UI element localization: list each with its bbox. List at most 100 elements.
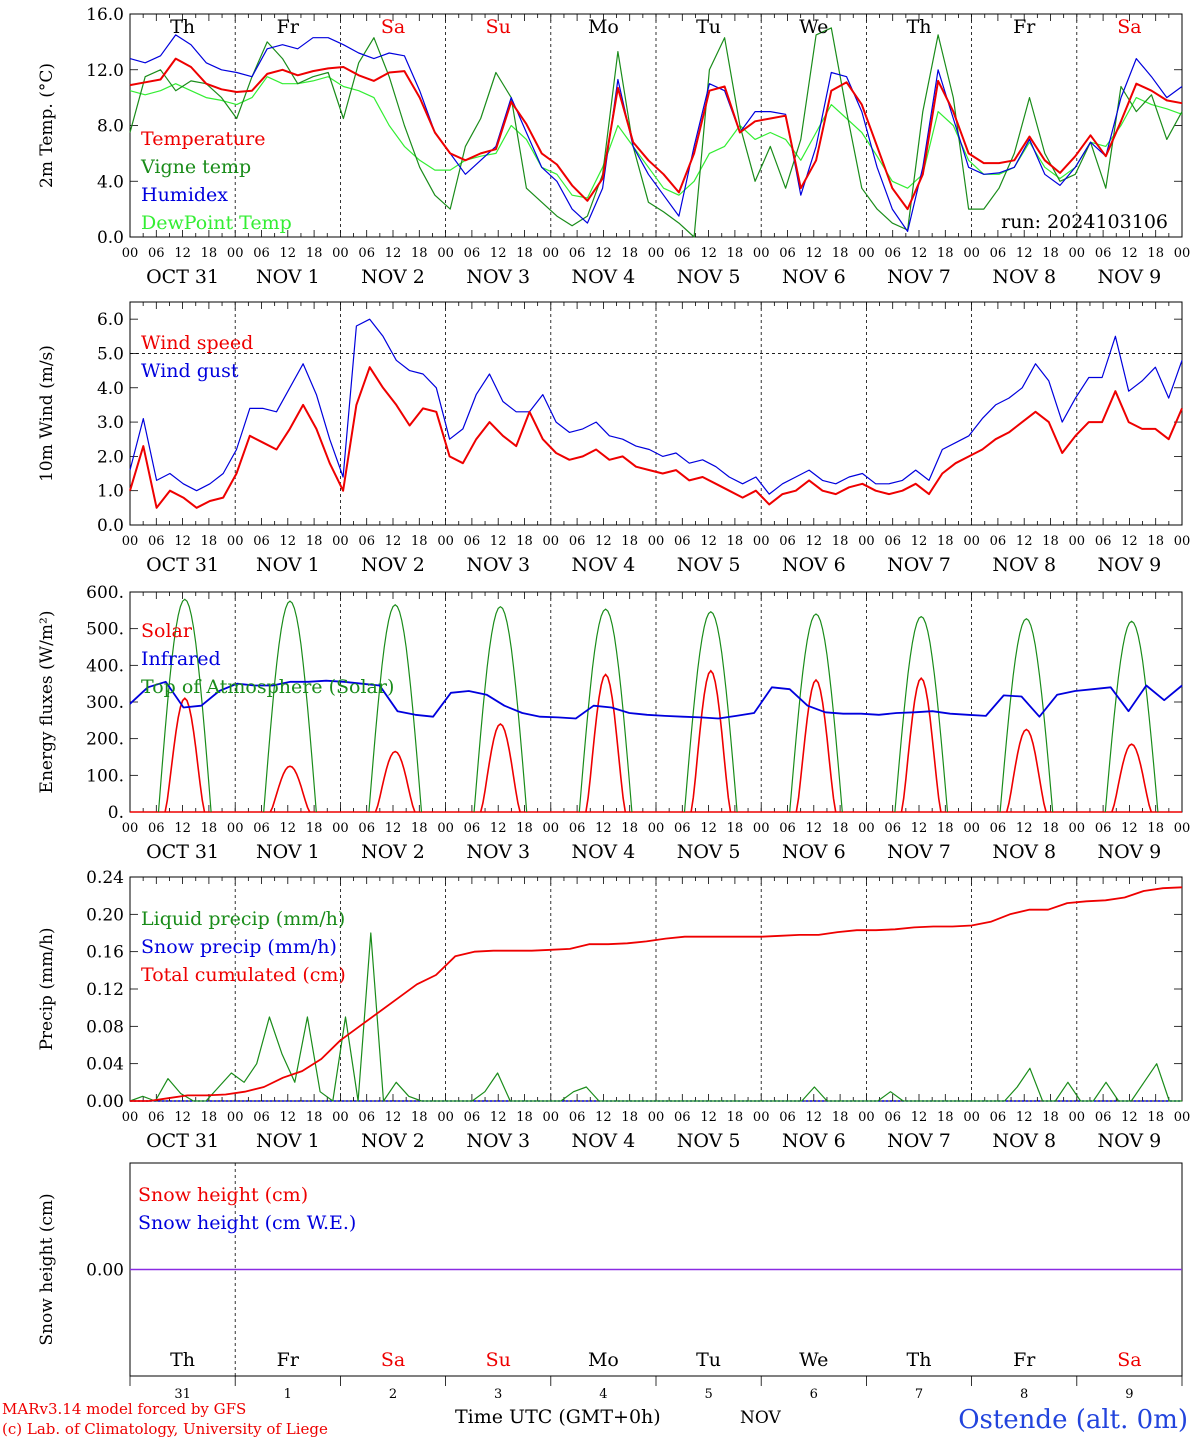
hour-label: 06 (1095, 534, 1112, 549)
hour-label: 06 (464, 534, 481, 549)
hour-label: 00 (1174, 534, 1191, 549)
legend-entry: Top of Atmosphere (Solar) (141, 676, 394, 698)
hour-label: 12 (1121, 246, 1138, 261)
date-label: NOV 8 (992, 841, 1056, 863)
hour-label: 00 (543, 821, 560, 836)
hour-label: 18 (411, 821, 428, 836)
hour-label: 12 (490, 821, 507, 836)
hour-label: 00 (858, 821, 875, 836)
date-label: OCT 31 (146, 841, 219, 863)
hour-label: 00 (437, 1110, 454, 1125)
bottom-day-number: 31 (174, 1387, 191, 1402)
plot-frame (129, 301, 1183, 526)
day-name: Tu (696, 16, 721, 38)
legend-entry: Liquid precip (mm/h) (141, 908, 345, 930)
hour-label: 18 (306, 1110, 323, 1125)
hour-label: 18 (832, 246, 849, 261)
date-label: NOV 2 (361, 841, 425, 863)
series-total-cumulated (130, 886, 1183, 1102)
bottom-day-number: 2 (389, 1387, 397, 1402)
series-wind-speed (129, 366, 1183, 509)
hour-label: 12 (806, 246, 823, 261)
hour-label: 06 (253, 1110, 270, 1125)
y-tick-label: 4.0 (97, 172, 124, 192)
bottom-day-name: Sa (381, 1349, 405, 1371)
bottom-day-number: 9 (1125, 1387, 1133, 1402)
date-label: NOV 2 (361, 554, 425, 576)
date-label: NOV 5 (677, 266, 741, 288)
hour-label: 12 (174, 246, 191, 261)
hour-label: 12 (1016, 1110, 1033, 1125)
series-vigne-temp (129, 27, 1183, 238)
hour-label: 12 (490, 1110, 507, 1125)
y-tick-label: 0.0 (97, 228, 124, 248)
hour-label: 00 (332, 821, 349, 836)
footer-lab-line: (c) Lab. of Climatology, University of L… (2, 1420, 328, 1438)
date-label: NOV 1 (256, 554, 320, 576)
footer: MARv3.14 model forced by GFS (c) Lab. of… (2, 1400, 1188, 1438)
hour-label: 18 (1042, 1110, 1059, 1125)
hour-label: 12 (806, 534, 823, 549)
hour-label: 00 (332, 246, 349, 261)
legend-entry: Snow precip (mm/h) (141, 936, 337, 958)
series-toa-solar-day (263, 600, 317, 813)
day-name: Sa (1117, 16, 1141, 38)
hour-label: 00 (122, 534, 139, 549)
y-tick-label: 0.00 (86, 1092, 124, 1112)
hour-label: 00 (122, 246, 139, 261)
hour-label: 12 (174, 1110, 191, 1125)
hour-label: 18 (1147, 821, 1164, 836)
hour-label: 12 (700, 534, 717, 549)
bottom-day-name: Fr (1013, 1349, 1036, 1371)
bottom-day-number: 3 (494, 1387, 502, 1402)
footer-station: Ostende (alt. 0m) (958, 1405, 1188, 1435)
bottom-day-name: Th (907, 1349, 932, 1371)
date-label: NOV 3 (466, 1130, 530, 1152)
hour-label: 18 (937, 821, 954, 836)
hour-label: 00 (648, 534, 665, 549)
hour-label: 06 (253, 821, 270, 836)
date-label: OCT 31 (146, 266, 219, 288)
hour-label: 18 (727, 1110, 744, 1125)
hour-label: 12 (911, 1110, 928, 1125)
hour-label: 18 (727, 821, 744, 836)
bottom-day-name: Mo (588, 1349, 619, 1371)
bottom-day-name: Fr (277, 1349, 300, 1371)
hour-label: 18 (306, 246, 323, 261)
hour-label: 18 (832, 1110, 849, 1125)
y-tick-label: 0.20 (86, 905, 124, 925)
y-tick-label: 2.0 (97, 447, 124, 467)
y-tick-label: 100. (86, 766, 124, 786)
footer-model-line: MARv3.14 model forced by GFS (2, 1400, 246, 1418)
hour-label: 18 (1147, 534, 1164, 549)
panel-1: 00 06 12 18 OCT 31 00 06 12 18 NOV 1 00 06 12 18 NOV 2… (37, 5, 1190, 288)
date-label: NOV 2 (361, 1130, 425, 1152)
hour-label: 18 (1147, 246, 1164, 261)
hour-label: 06 (779, 246, 796, 261)
legend-entry: Wind gust (141, 360, 239, 382)
legend-entry: Humidex (141, 184, 228, 206)
hour-label: 00 (227, 1110, 244, 1125)
series-toa-solar-day (473, 605, 528, 813)
hour-label: 00 (753, 821, 770, 836)
footer-month-label: NOV (740, 1408, 782, 1428)
series-humidex (129, 34, 1183, 232)
hour-label: 06 (148, 534, 165, 549)
y-tick-label: 16.0 (86, 5, 124, 25)
hour-label: 06 (779, 821, 796, 836)
date-label: NOV 4 (572, 1130, 636, 1152)
date-label: NOV 7 (887, 1130, 951, 1152)
legend-entry: Wind speed (141, 332, 253, 354)
bottom-day-name: Th (170, 1349, 195, 1371)
date-label: NOV 9 (1098, 841, 1162, 863)
hour-label: 18 (411, 1110, 428, 1125)
series-liquid-precip (129, 932, 1182, 1102)
hour-label: 00 (543, 534, 560, 549)
hour-label: 12 (700, 246, 717, 261)
date-label: NOV 6 (782, 554, 846, 576)
series-solar-day (1005, 728, 1047, 813)
hour-label: 18 (621, 1110, 638, 1125)
hour-label: 06 (253, 534, 270, 549)
hour-label: 18 (306, 821, 323, 836)
